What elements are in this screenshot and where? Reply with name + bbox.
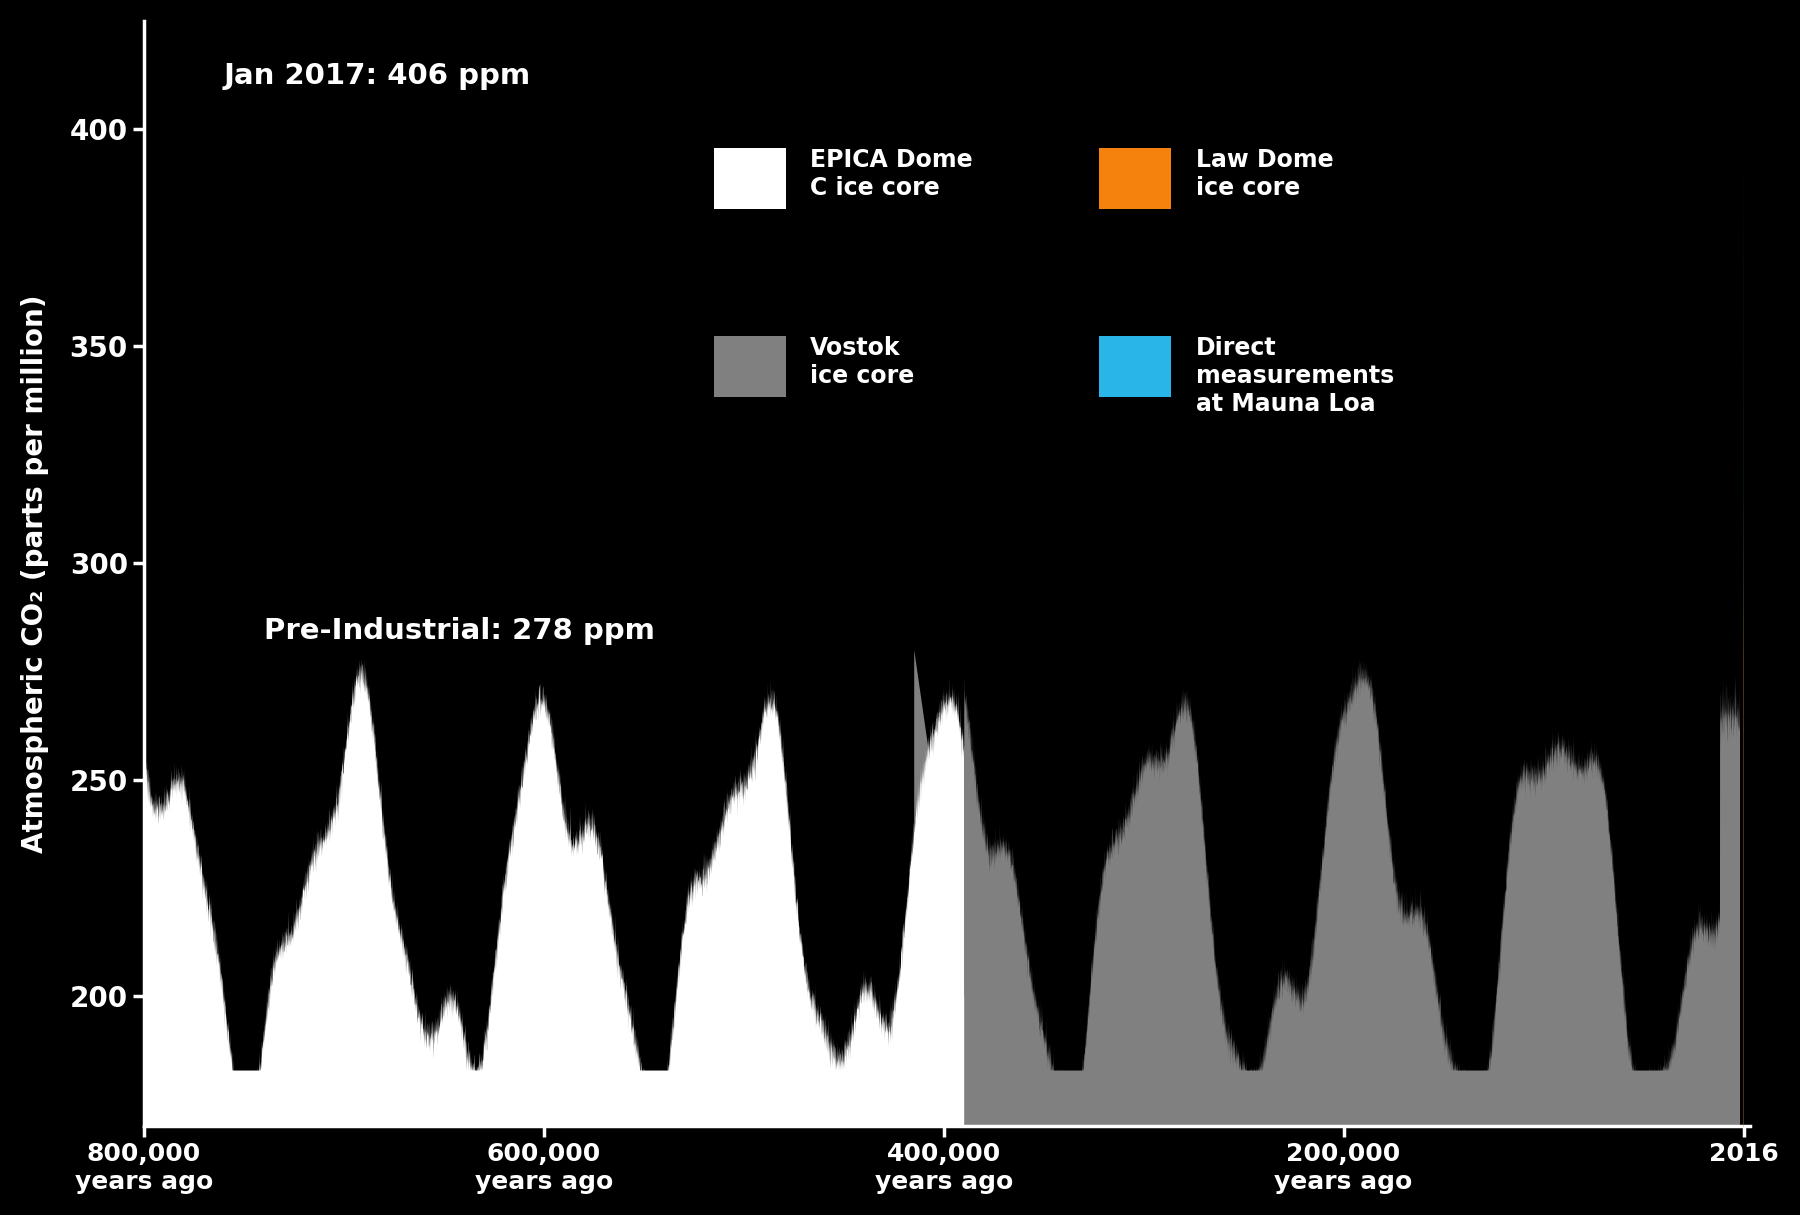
Text: Vostok
ice core: Vostok ice core [810, 335, 914, 388]
Text: EPICA Dome
C ice core: EPICA Dome C ice core [810, 148, 972, 199]
Text: Direct
measurements
at Mauna Loa: Direct measurements at Mauna Loa [1195, 335, 1393, 416]
Bar [1100, 335, 1172, 397]
Text: Jan 2017: 406 ppm: Jan 2017: 406 ppm [223, 62, 531, 90]
Bar [1100, 148, 1172, 209]
Y-axis label: Atmospheric CO₂ (parts per million): Atmospheric CO₂ (parts per million) [22, 294, 49, 853]
Bar [715, 335, 787, 397]
Text: Ice ages: 185 ppm: Ice ages: 185 ppm [324, 1085, 556, 1109]
Text: Pre-Industrial: 278 ppm: Pre-Industrial: 278 ppm [265, 617, 655, 645]
Text: Law Dome
ice core: Law Dome ice core [1195, 148, 1334, 199]
Bar [715, 148, 787, 209]
